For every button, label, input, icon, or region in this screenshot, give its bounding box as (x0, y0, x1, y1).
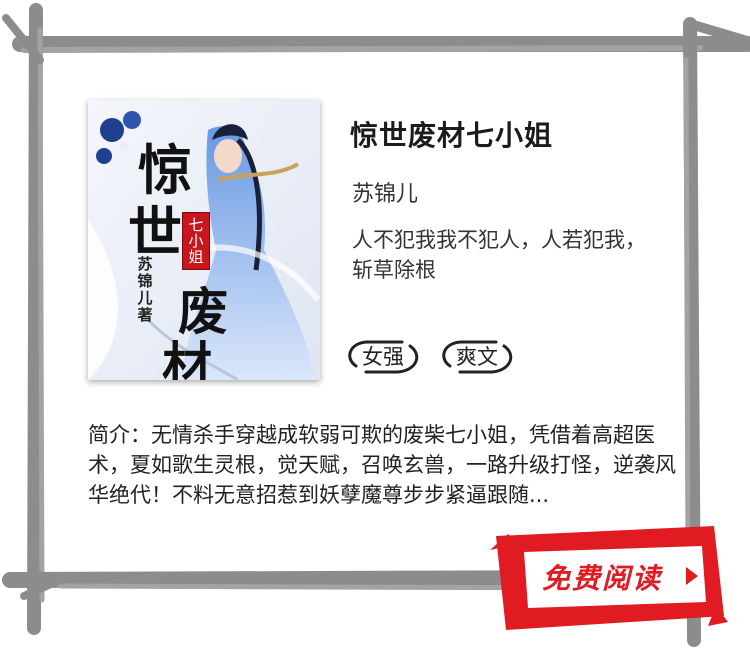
book-intro: 简介：无情杀手穿越成软弱可欺的废柴七小姐，凭借着高超医术，夏如歌生灵根，觉天赋，… (88, 423, 676, 507)
cover-stamp: 七小姐 (182, 212, 210, 270)
tag-item[interactable]: 爽文 (436, 336, 518, 376)
tag-label: 爽文 (456, 345, 498, 369)
book-title: 惊世废材七小姐 (350, 119, 554, 152)
tag-item[interactable]: 女强 (342, 336, 424, 376)
free-read-label: 免费阅读 (541, 562, 662, 595)
cover-title-char: 废 (178, 282, 228, 341)
brush-swirl-icon (442, 340, 513, 374)
play-triangle-icon (686, 567, 698, 585)
book-cover[interactable]: 惊 世 废 材 七小姐 苏锦儿著 (88, 100, 320, 380)
brush-swirl-icon (348, 340, 419, 374)
book-tagline: 人不犯我我不犯人，人若犯我，斩草除根 (352, 228, 646, 282)
cover-author: 苏锦儿著 (137, 255, 153, 324)
tag-list: 女强 爽文 (342, 336, 518, 376)
book-author: 苏锦儿 (352, 182, 419, 207)
badge-background (490, 526, 728, 630)
free-read-button[interactable]: 免费阅读 (488, 522, 728, 634)
tag-label: 女强 (362, 345, 404, 369)
cover-title-char: 材 (162, 336, 212, 381)
cover-title-char: 惊 (138, 138, 192, 202)
cover-title-char: 世 (128, 200, 182, 264)
